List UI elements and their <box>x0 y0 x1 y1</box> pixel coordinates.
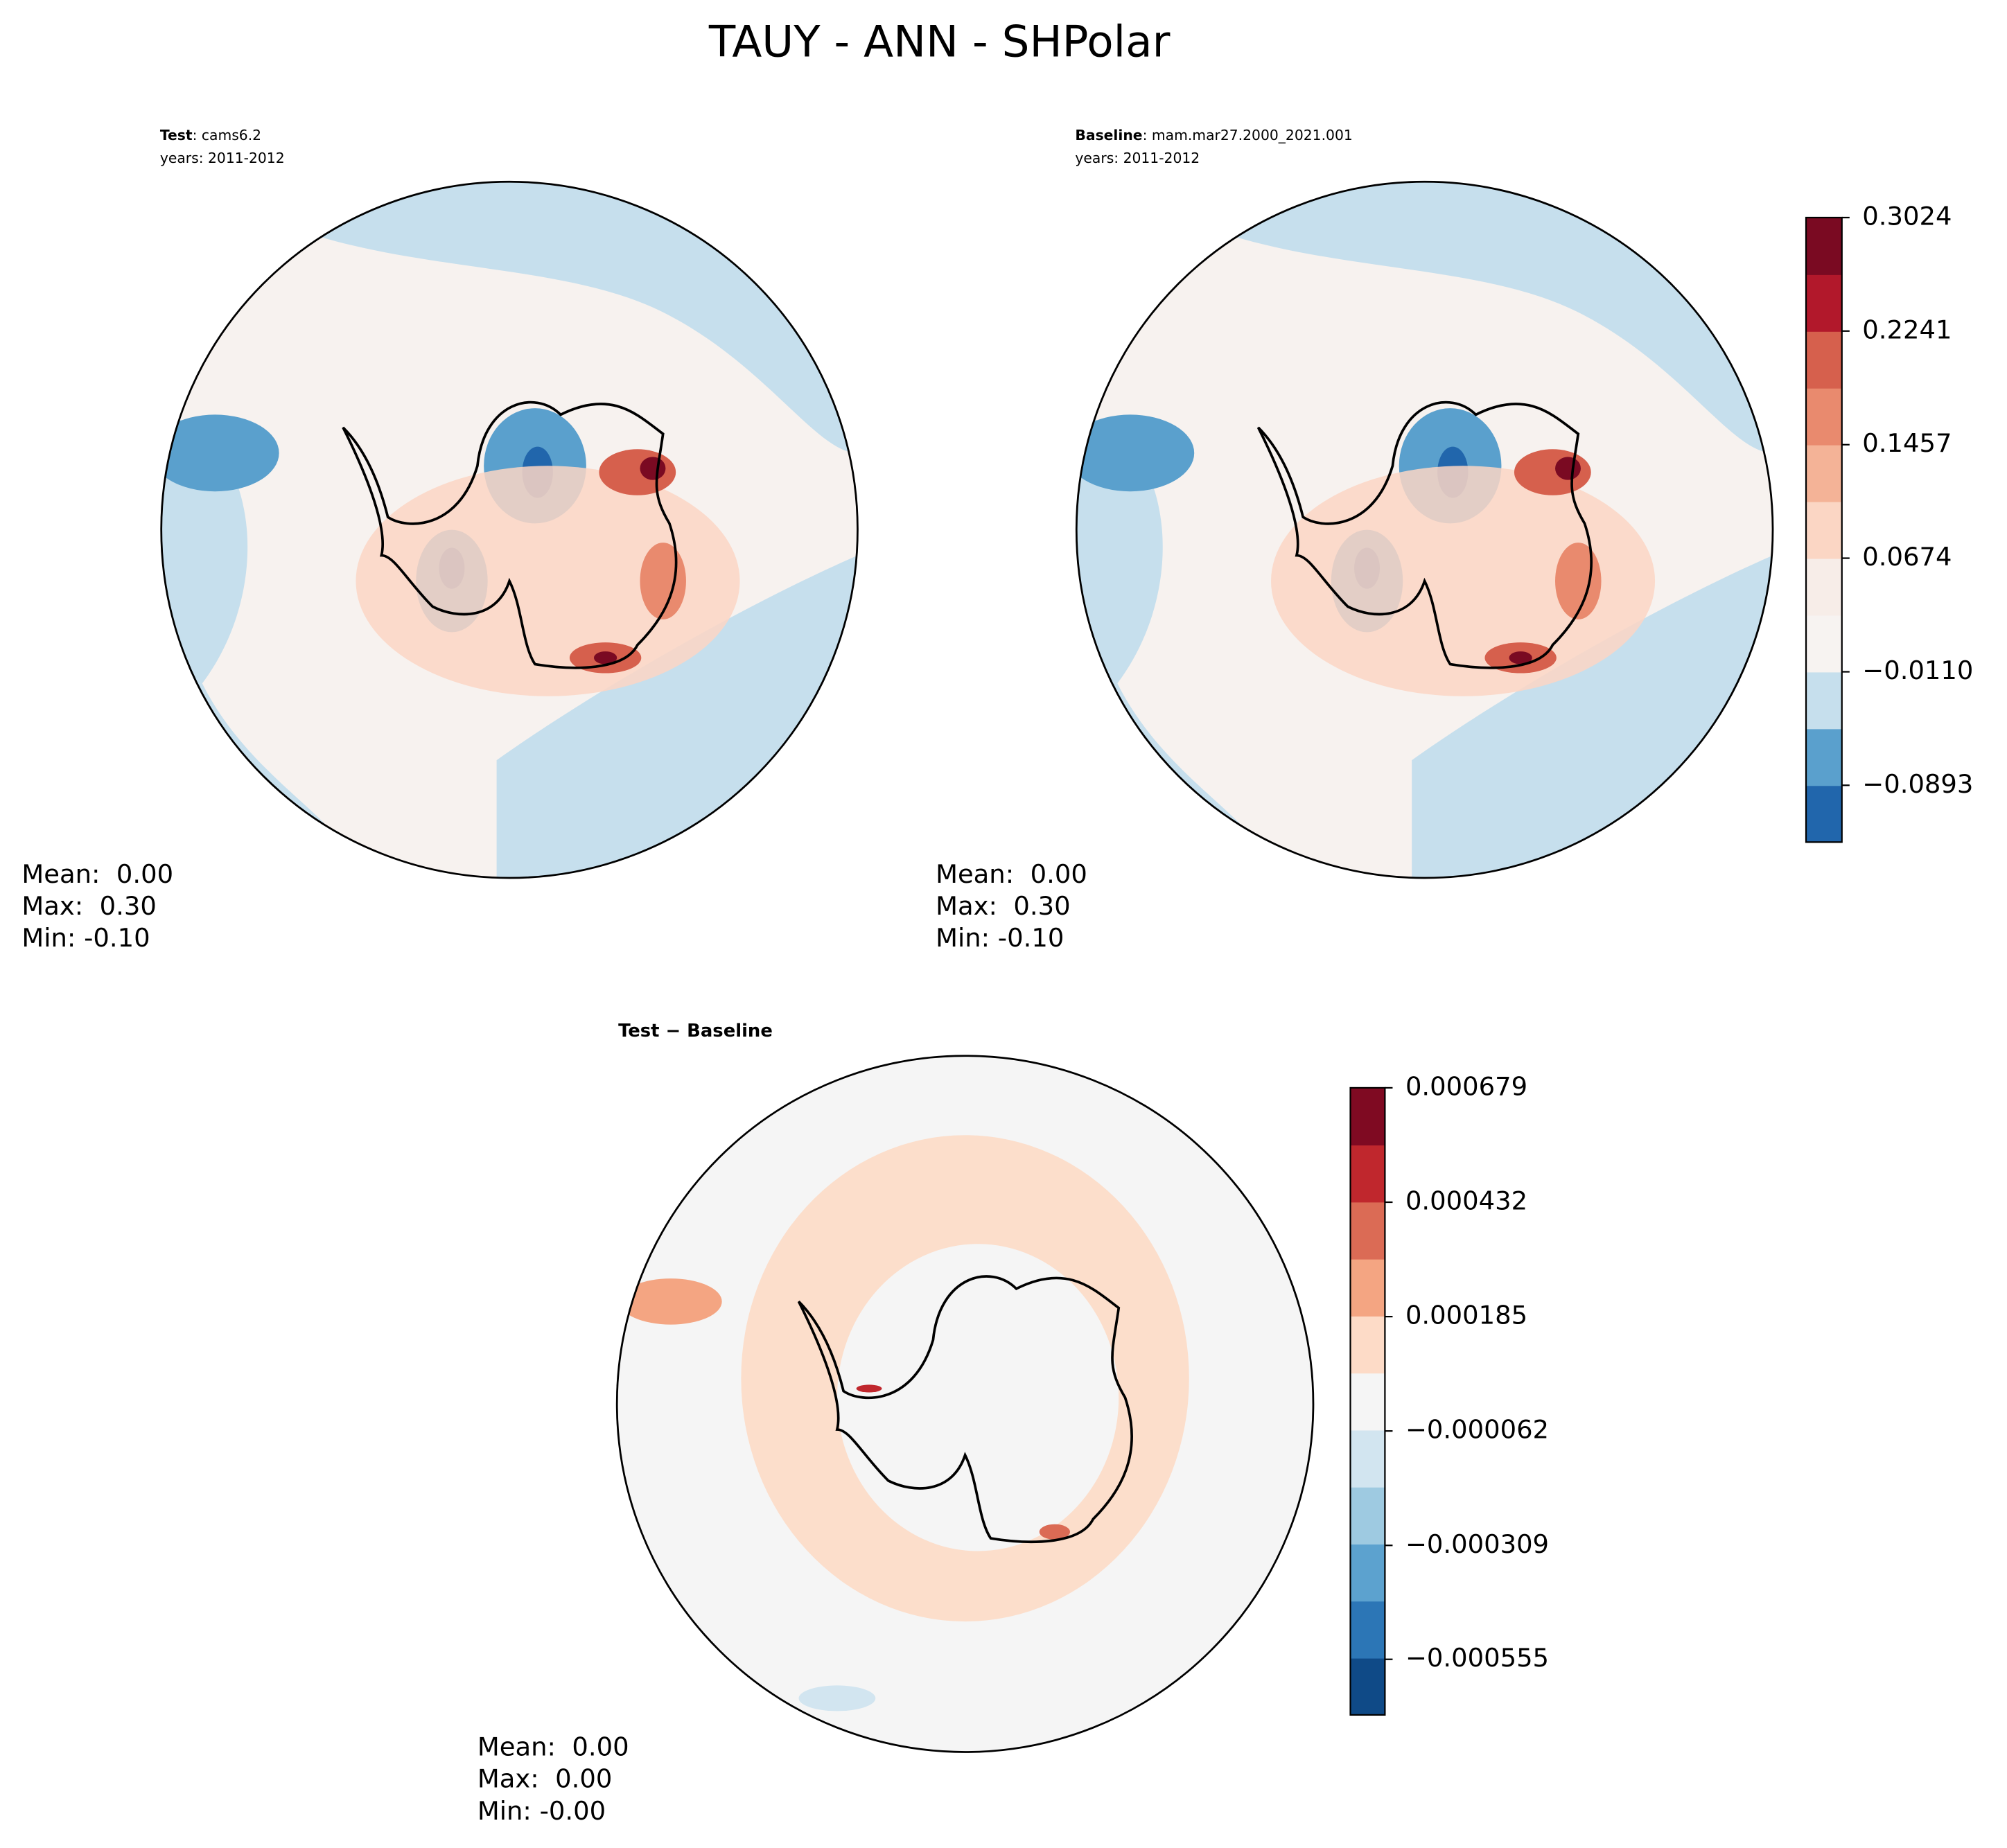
colorbar-tick-label: 0.000679 <box>1405 1071 1527 1101</box>
colorbar-tick-label: −0.000555 <box>1405 1643 1549 1673</box>
colorbar-tick-label: 0.000432 <box>1405 1186 1527 1216</box>
panel-name: : cams6.2 <box>193 127 262 143</box>
map-baseline <box>1067 172 1783 888</box>
panel-title: Test: cams6.2 <box>160 127 261 143</box>
panel-name: : mam.mar27.2000_2021.001 <box>1143 127 1353 144</box>
panel-stat: Max: 0.00 <box>477 1764 612 1794</box>
colorbar-band <box>1350 1087 1385 1146</box>
colorbar-tick-label: 0.0674 <box>1862 542 1952 572</box>
colorbar-band <box>1806 785 1842 843</box>
map-diff <box>615 1055 1315 1753</box>
colorbar-band <box>1350 1657 1385 1716</box>
colorbar-band <box>1350 1202 1385 1260</box>
colorbar-band <box>1806 615 1842 673</box>
panel-years: years: 2011-2012 <box>1075 150 1200 166</box>
colorbar-tick-label: −0.0110 <box>1862 655 1973 685</box>
colorbar-band <box>1806 501 1842 559</box>
panel-label: Test <box>160 127 193 143</box>
colorbar-band <box>1350 1486 1385 1545</box>
colorbar-tick-label: −0.000062 <box>1405 1415 1549 1445</box>
colorbar-tick-label: −0.000309 <box>1405 1529 1549 1559</box>
colorbar-band <box>1806 444 1842 502</box>
colorbar-band <box>1350 1544 1385 1602</box>
panel-stat: Mean: 0.00 <box>477 1732 629 1761</box>
colorbar-frame <box>1349 1086 1386 1716</box>
colorbar-tick-label: 0.3024 <box>1862 201 1952 231</box>
panel-stat: Mean: 0.00 <box>21 859 173 889</box>
colorbar-band <box>1806 671 1842 730</box>
colorbar-band <box>1806 728 1842 786</box>
colorbar-tick-label: 0.2241 <box>1862 315 1952 344</box>
colorbar-band <box>1806 217 1842 275</box>
colorbar-tick-label: 0.000185 <box>1405 1301 1527 1330</box>
colorbar-tick-label: 0.1457 <box>1862 428 1952 458</box>
colorbar-band <box>1806 558 1842 616</box>
panel-stat: Max: 0.30 <box>936 891 1070 921</box>
colorbar-band <box>1350 1315 1385 1374</box>
colorbar-band <box>1350 1258 1385 1317</box>
colorbar-band <box>1806 331 1842 389</box>
figure-title: TAUY - ANN - SHPolar <box>708 17 1171 67</box>
colorbar-band <box>1806 387 1842 446</box>
panel-years: years: 2011-2012 <box>160 150 285 166</box>
panel-stat: Max: 0.30 <box>21 891 156 921</box>
panel-stat: Min: -0.10 <box>936 923 1064 953</box>
colorbar-band <box>1350 1429 1385 1488</box>
colorbar-tick-label: −0.0893 <box>1862 769 1973 799</box>
map-test <box>151 172 868 888</box>
panel-stat: Mean: 0.00 <box>936 859 1087 889</box>
colorbar-band <box>1350 1601 1385 1659</box>
panel-stat: Min: -0.00 <box>477 1796 606 1826</box>
panel-title: Test − Baseline <box>618 1021 773 1041</box>
colorbar-frame <box>1805 216 1843 843</box>
colorbar-band <box>1350 1373 1385 1431</box>
colorbar-band <box>1806 274 1842 332</box>
colorbar-band <box>1350 1145 1385 1203</box>
panel-stat: Min: -0.10 <box>21 923 150 953</box>
panel-label: Baseline <box>1075 127 1142 143</box>
panel-title: Baseline: mam.mar27.2000_2021.001 <box>1075 127 1352 144</box>
